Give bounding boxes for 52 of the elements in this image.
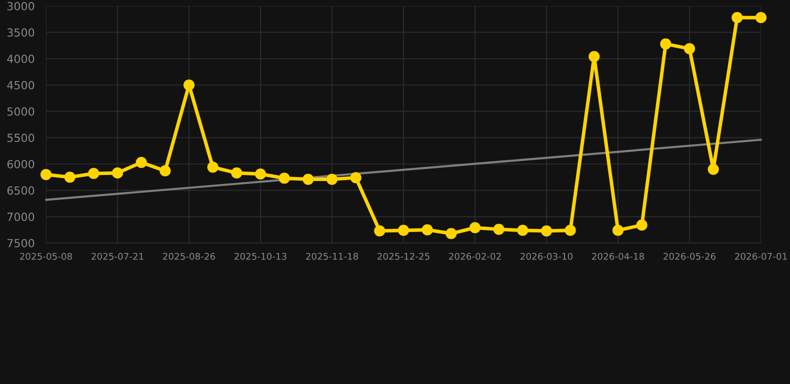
y-tick-label: 3000 <box>7 2 34 10</box>
point <box>755 12 767 24</box>
point <box>612 224 624 236</box>
point <box>732 12 743 24</box>
y-tick-label: 4000 <box>7 54 34 64</box>
y-tick-label: 7000 <box>8 212 34 222</box>
point <box>636 220 648 231</box>
x-tick-label: 2026-05-26 <box>664 252 716 260</box>
point <box>231 167 242 179</box>
point <box>112 167 124 179</box>
x-tick-label: 2025-07-21 <box>92 252 144 260</box>
point <box>278 172 290 184</box>
x-tick-label: 2025-10-13 <box>234 252 286 260</box>
point <box>708 164 719 175</box>
point <box>517 224 528 236</box>
x-tick-label: 2026-02-02 <box>449 252 501 260</box>
x-tick-label: 2025-11-18 <box>306 252 358 260</box>
point <box>540 225 552 236</box>
point <box>446 228 457 240</box>
x-tick-label: 2026-04-18 <box>592 252 644 260</box>
x-tick-label: 2025-05-08 <box>20 252 72 260</box>
point <box>88 168 100 180</box>
point <box>588 51 600 62</box>
point <box>64 172 76 183</box>
point <box>254 168 266 180</box>
x-tick-label: 2026-03-10 <box>520 252 573 260</box>
point <box>326 174 338 185</box>
point <box>207 162 218 173</box>
point <box>302 174 314 185</box>
x-tick-label: 2025-08-26 <box>163 252 216 260</box>
x-tick-label: 2025-12-25 <box>378 252 430 260</box>
point <box>422 224 433 236</box>
point <box>493 224 504 235</box>
point <box>350 172 362 184</box>
point <box>684 43 696 54</box>
point <box>660 38 672 50</box>
point <box>398 224 410 236</box>
point <box>40 168 52 180</box>
y-tick-label: 5500 <box>7 134 34 142</box>
point <box>183 79 195 91</box>
y-tick-label: 3500 <box>7 28 34 37</box>
point <box>564 224 576 236</box>
y-tick-label: 6500 <box>7 186 34 195</box>
point <box>374 225 386 236</box>
point <box>136 156 147 168</box>
x-tick-label: 2026-07-01 <box>735 252 787 260</box>
point <box>469 222 481 234</box>
y-tick-label: 7500 <box>8 238 34 248</box>
y-tick-label: 4500 <box>7 80 34 90</box>
y-tick-label: 5000 <box>7 107 34 116</box>
y-tick-label: 6000 <box>7 160 34 168</box>
point <box>160 165 171 176</box>
